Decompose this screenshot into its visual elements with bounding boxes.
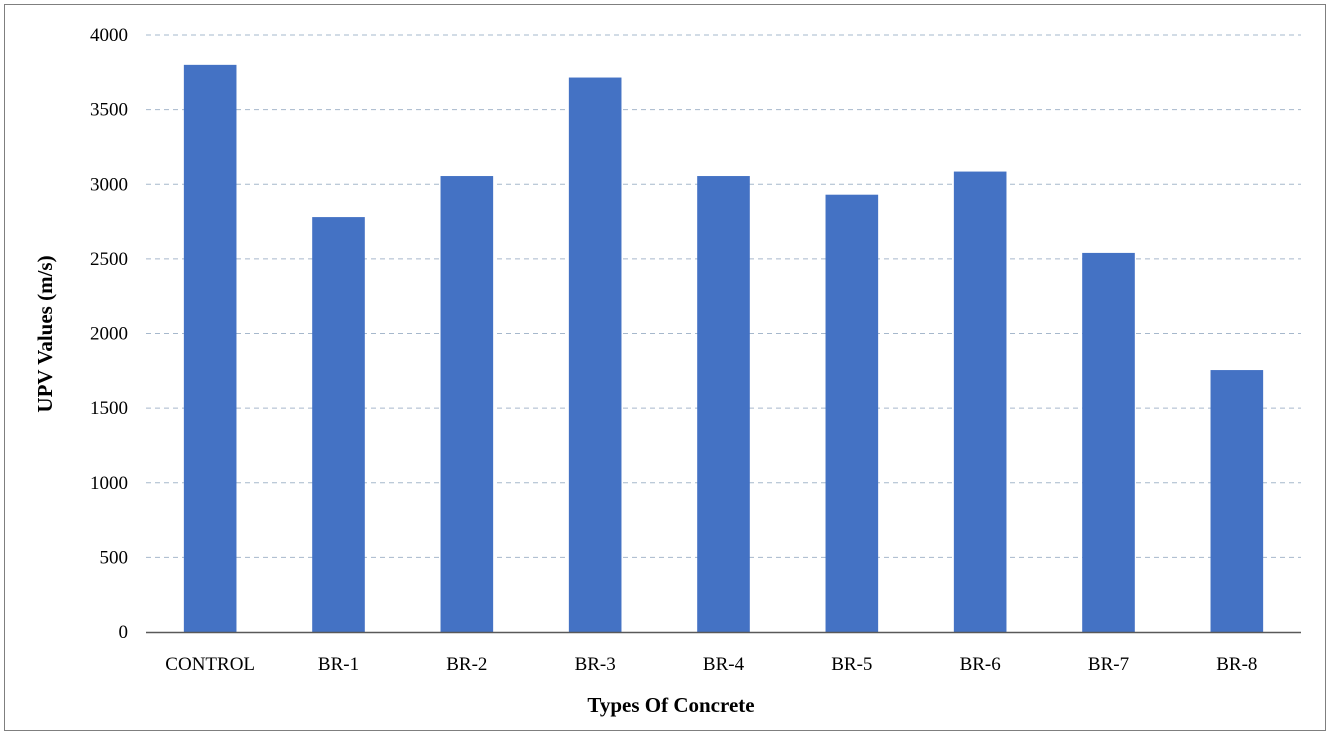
- x-tick-label: BR-1: [318, 654, 359, 675]
- bar-br-2: [440, 176, 494, 632]
- y-tick-label: 3000: [90, 174, 128, 195]
- x-tick-label: BR-4: [703, 654, 745, 675]
- y-axis-title: UPV Values (m/s): [33, 255, 57, 412]
- x-tick-label: BR-2: [446, 654, 487, 675]
- y-tick-label: 2500: [90, 249, 128, 270]
- bar-br-7: [1082, 252, 1135, 632]
- y-tick-label: 500: [100, 547, 129, 568]
- bar-br-3: [568, 77, 622, 632]
- bar-control: [183, 64, 237, 633]
- x-tick-label: BR-6: [960, 654, 1001, 675]
- x-tick-label: BR-7: [1088, 654, 1129, 675]
- y-tick-label: 4000: [90, 25, 128, 46]
- x-tick-label: BR-8: [1216, 654, 1257, 675]
- x-axis-title: Types Of Concrete: [587, 693, 754, 717]
- y-tick-label: 3500: [90, 100, 128, 121]
- x-tick-label: BR-3: [575, 654, 616, 675]
- x-tick-label: CONTROL: [165, 654, 255, 675]
- y-tick-label: 1500: [90, 398, 128, 419]
- y-tick-label: 0: [119, 622, 129, 643]
- bars: [183, 64, 1264, 633]
- bar-br-5: [825, 194, 879, 632]
- bar-br-1: [312, 217, 365, 632]
- y-tick-label: 2000: [90, 324, 128, 345]
- bar-br-4: [697, 176, 750, 632]
- y-tick-label: 1000: [90, 473, 128, 494]
- bar-br-6: [953, 171, 1007, 632]
- y-axis-tick-labels: 0 500 1000 1500 2000 2500 3000 3500 4000: [90, 25, 128, 643]
- x-axis-tick-labels: CONTROL BR-1 BR-2 BR-3 BR-4 BR-5 BR-6 BR-7 BR-8: [165, 654, 1257, 675]
- bar-br-8: [1210, 370, 1264, 632]
- x-tick-label: BR-5: [831, 654, 872, 675]
